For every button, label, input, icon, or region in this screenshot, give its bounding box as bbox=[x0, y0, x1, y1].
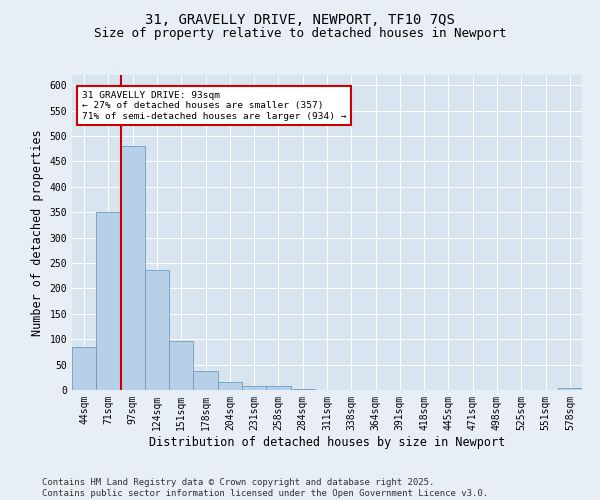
Bar bbox=[266, 386, 290, 390]
Text: 31 GRAVELLY DRIVE: 93sqm
← 27% of detached houses are smaller (357)
71% of semi-: 31 GRAVELLY DRIVE: 93sqm ← 27% of detach… bbox=[82, 91, 347, 120]
X-axis label: Distribution of detached houses by size in Newport: Distribution of detached houses by size … bbox=[149, 436, 505, 448]
Bar bbox=[193, 371, 218, 390]
Y-axis label: Number of detached properties: Number of detached properties bbox=[31, 129, 44, 336]
Bar bbox=[290, 389, 315, 390]
Bar bbox=[242, 386, 266, 390]
Bar bbox=[72, 348, 96, 390]
Bar bbox=[218, 382, 242, 390]
Text: 31, GRAVELLY DRIVE, NEWPORT, TF10 7QS: 31, GRAVELLY DRIVE, NEWPORT, TF10 7QS bbox=[145, 12, 455, 26]
Text: Size of property relative to detached houses in Newport: Size of property relative to detached ho… bbox=[94, 28, 506, 40]
Bar bbox=[169, 341, 193, 390]
Bar bbox=[145, 270, 169, 390]
Bar bbox=[96, 212, 121, 390]
Text: Contains HM Land Registry data © Crown copyright and database right 2025.
Contai: Contains HM Land Registry data © Crown c… bbox=[42, 478, 488, 498]
Bar bbox=[121, 146, 145, 390]
Bar bbox=[558, 388, 582, 390]
